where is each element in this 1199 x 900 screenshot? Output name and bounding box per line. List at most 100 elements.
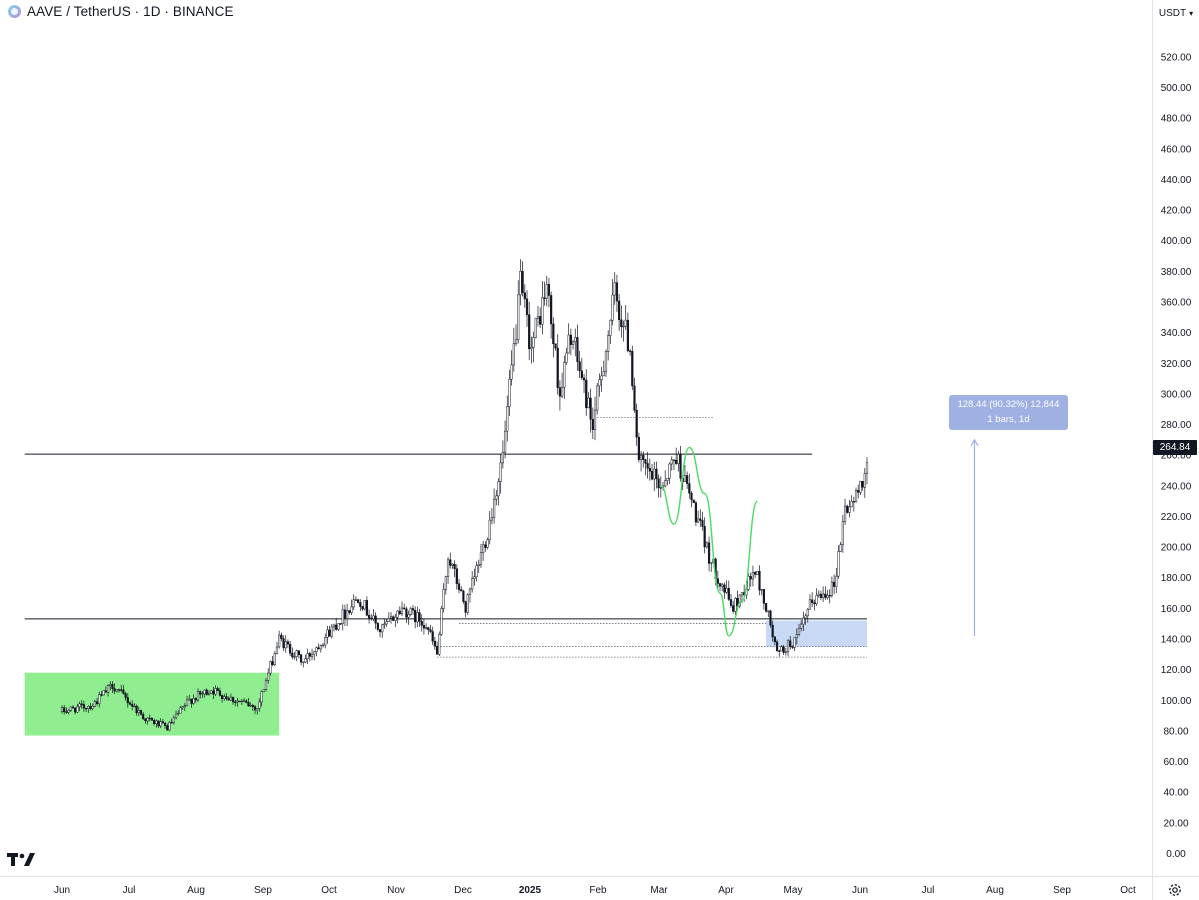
candle-body: [468, 588, 472, 595]
candle-body: [324, 637, 327, 646]
candle-body: [411, 608, 415, 611]
candle-body: [95, 701, 99, 705]
candle-body: [170, 721, 173, 724]
y-tick-label: 280.00: [1161, 420, 1192, 431]
candle-body: [609, 319, 612, 336]
x-tick-label: Jul: [922, 885, 935, 896]
candle-body: [444, 576, 447, 590]
y-tick-label: 500.00: [1161, 83, 1192, 94]
candle-body: [229, 696, 232, 701]
candle-body: [475, 565, 478, 578]
candle-body: [854, 490, 858, 503]
candle-body: [354, 599, 358, 601]
measure-arrow-layer: [970, 438, 979, 636]
symbol-title-text: AAVE / TetherUS · 1D · BINANCE: [27, 4, 234, 19]
candle-body: [561, 386, 564, 397]
candle-body: [626, 319, 630, 352]
x-tick-label: Jun: [54, 885, 70, 896]
price-axis[interactable]: 520.00 500.00 480.00 460.00 440.00 420.00 400.…: [1161, 52, 1192, 860]
x-tick-label: Aug: [986, 885, 1004, 896]
y-tick-label: 400.00: [1161, 236, 1192, 247]
chart-settings-button[interactable]: [1166, 881, 1184, 899]
candle-body: [113, 688, 116, 692]
symbol-header[interactable]: AAVE / TetherUS · 1D · BINANCE: [8, 4, 234, 19]
candle-body: [859, 481, 862, 493]
candle-body: [806, 609, 809, 617]
candle-body: [670, 459, 673, 465]
candle-body: [534, 317, 537, 338]
candle-body: [146, 717, 149, 722]
current-price-tag: 264.84: [1153, 440, 1197, 455]
candle-body: [455, 568, 458, 584]
candle-body: [624, 319, 627, 327]
candle-body: [471, 578, 474, 590]
candle-body: [543, 297, 546, 299]
candle-body: [536, 316, 540, 319]
candle-body: [218, 690, 222, 696]
x-tick-label: Apr: [718, 885, 734, 896]
measure-line-1: 128.44 (90.32%) 12,844: [957, 399, 1060, 410]
candle-body: [495, 495, 498, 500]
candle-body: [302, 661, 305, 664]
candle-body: [639, 455, 643, 460]
measure-label[interactable]: 128.44 (90.32%) 12,844 1 bars, 1d: [949, 395, 1068, 430]
y-tick-label: 360.00: [1161, 297, 1192, 308]
candle-body: [692, 499, 695, 503]
candle-body: [166, 725, 169, 731]
y-tick-label: 120.00: [1161, 665, 1192, 676]
candle-body: [797, 627, 801, 635]
candle-body: [194, 698, 197, 701]
candle-body: [775, 641, 779, 652]
currency-label: USDT: [1158, 7, 1187, 19]
candle-body: [521, 270, 524, 294]
candle-body: [477, 564, 480, 567]
candle-body: [574, 337, 577, 343]
candle-body: [87, 706, 90, 709]
candle-body: [106, 685, 110, 693]
candle-body: [221, 695, 224, 700]
candle-body: [394, 616, 397, 621]
candle-body: [429, 629, 432, 632]
candle-body: [832, 581, 836, 587]
candle-body: [372, 615, 375, 620]
currency-dropdown[interactable]: USDT ▾: [1156, 4, 1196, 22]
candle-body: [74, 707, 77, 713]
tradingview-logo-icon[interactable]: [7, 850, 35, 870]
candle-body: [841, 521, 844, 545]
candle-body: [330, 626, 333, 637]
candle-body: [405, 608, 408, 618]
candle-body: [541, 297, 544, 325]
y-tick-label: 520.00: [1161, 52, 1192, 63]
candle-body: [675, 459, 678, 464]
candle-body: [813, 602, 816, 605]
y-tick-label: 320.00: [1161, 359, 1192, 370]
candle-body: [576, 337, 579, 362]
y-tick-label: 440.00: [1161, 175, 1192, 186]
candle-body: [780, 646, 783, 652]
candle-body: [128, 702, 132, 705]
time-axis[interactable]: Jun Jul Aug Sep Oct Nov Dec 2025 Feb Mar Apr May Jun…: [54, 885, 1136, 896]
candle-body: [716, 578, 719, 584]
candle-body: [273, 653, 276, 666]
candle-body: [398, 610, 401, 615]
candle-body: [262, 689, 265, 692]
candle-body: [65, 711, 68, 713]
candle-body: [782, 646, 785, 653]
candle-body: [593, 409, 597, 430]
candle-body: [271, 661, 274, 666]
candle-body: [418, 612, 421, 622]
candle-body: [701, 520, 704, 527]
candle-body: [727, 588, 730, 600]
x-tick-label: Sep: [254, 885, 272, 896]
candle-body: [657, 478, 660, 489]
candle-body: [493, 499, 496, 518]
candle-body: [591, 418, 594, 430]
candle-body: [690, 492, 693, 501]
candle-body: [387, 617, 390, 622]
candle-body: [530, 346, 533, 350]
candle-body: [699, 518, 702, 521]
candle-body: [464, 601, 467, 613]
candle-body: [587, 397, 590, 409]
candle-body: [370, 617, 373, 620]
